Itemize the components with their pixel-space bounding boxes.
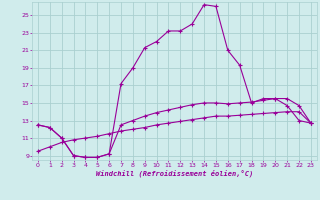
X-axis label: Windchill (Refroidissement éolien,°C): Windchill (Refroidissement éolien,°C) — [96, 169, 253, 177]
